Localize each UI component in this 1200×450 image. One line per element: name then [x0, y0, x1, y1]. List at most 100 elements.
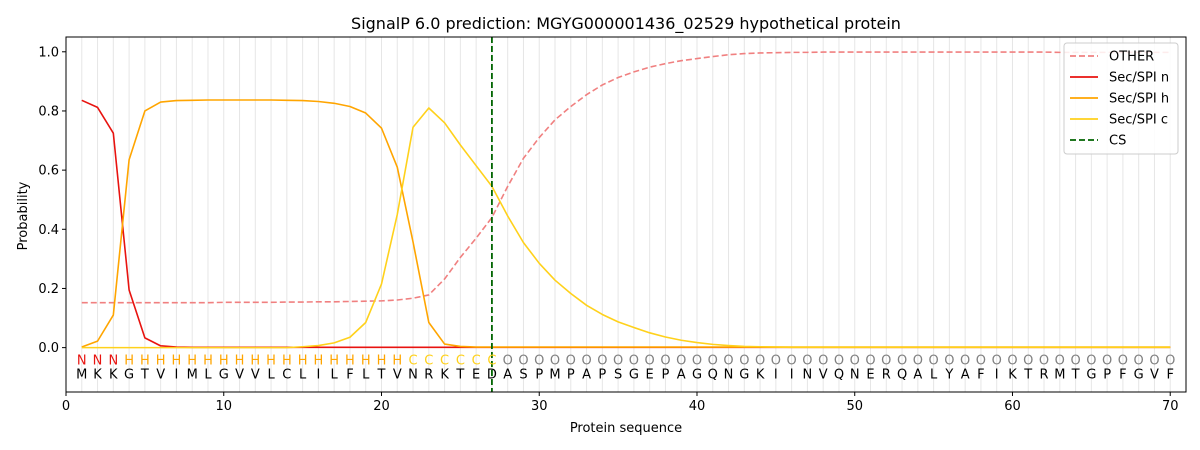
residue-letter: A — [677, 368, 686, 383]
region-label: C — [487, 353, 496, 368]
residue-letter: N — [803, 368, 813, 383]
region-label: O — [1023, 353, 1033, 368]
residue-letter: T — [140, 368, 149, 383]
region-label: O — [692, 353, 702, 368]
region-label: N — [93, 353, 103, 368]
x-tick-label: 40 — [689, 399, 706, 414]
residue-letter: L — [930, 368, 938, 383]
legend-label: Sec/SPI c — [1109, 113, 1168, 128]
region-label: C — [409, 353, 418, 368]
residue-letter: K — [109, 368, 118, 383]
region-label: O — [913, 353, 923, 368]
region-label: O — [992, 353, 1002, 368]
region-label: O — [850, 353, 860, 368]
residue-letter: G — [124, 368, 134, 383]
residue-letter: I — [790, 368, 794, 383]
region-label: O — [708, 353, 718, 368]
region-label: H — [377, 353, 387, 368]
region-label: O — [1055, 353, 1065, 368]
residue-letter: G — [1134, 368, 1144, 383]
residue-letter: E — [866, 368, 874, 383]
residue-letter: M — [1054, 368, 1065, 383]
region-label: H — [329, 353, 339, 368]
region-label: O — [503, 353, 513, 368]
region-label: O — [1134, 353, 1144, 368]
residue-letter: I — [995, 368, 999, 383]
x-tick-label: 10 — [215, 399, 232, 414]
residue-letter: K — [440, 368, 449, 383]
axes-frame — [65, 36, 1187, 393]
residue-letter: R — [1040, 368, 1049, 383]
region-label: H — [392, 353, 402, 368]
residue-letter: Q — [708, 368, 718, 383]
region-label: O — [897, 353, 907, 368]
residue-letter: N — [850, 368, 860, 383]
residue-letter: I — [774, 368, 778, 383]
residue-letter: P — [567, 368, 575, 383]
y-tick-label: 0.6 — [38, 164, 59, 179]
legend-label: OTHER — [1109, 50, 1154, 65]
region-label: O — [1118, 353, 1128, 368]
residue-letter: T — [377, 368, 386, 383]
region-label: O — [1007, 353, 1017, 368]
residue-letter: V — [1150, 368, 1159, 383]
residue-letter: P — [598, 368, 606, 383]
residue-letter: E — [472, 368, 480, 383]
residue-letter: G — [1086, 368, 1096, 383]
region-label: O — [534, 353, 544, 368]
region-label: O — [676, 353, 686, 368]
region-label: C — [472, 353, 481, 368]
residue-letter: L — [331, 368, 339, 383]
legend-label: CS — [1109, 134, 1126, 149]
region-label: O — [1102, 353, 1112, 368]
residue-letter: M — [187, 368, 198, 383]
residue-letter: V — [235, 368, 244, 383]
y-tick-label: 0.4 — [38, 223, 59, 238]
region-label: O — [629, 353, 639, 368]
series-line-0 — [81, 51, 1171, 304]
residue-letter: F — [1166, 368, 1173, 383]
y-axis-label: Probability — [16, 181, 31, 250]
y-tick-label: 1.0 — [38, 45, 59, 60]
residue-letter: K — [1008, 368, 1017, 383]
x-tick-label: 0 — [62, 399, 70, 414]
residue-letter: R — [424, 368, 433, 383]
residue-letter: Q — [834, 368, 844, 383]
residue-letter: K — [756, 368, 765, 383]
region-label: O — [802, 353, 812, 368]
x-tick-label: 70 — [1162, 399, 1179, 414]
region-label: O — [787, 353, 797, 368]
x-tick-label: 50 — [846, 399, 863, 414]
region-label: O — [550, 353, 560, 368]
residue-letter: G — [692, 368, 702, 383]
region-label: O — [1039, 353, 1049, 368]
region-label: O — [518, 353, 528, 368]
x-tick-label: 30 — [531, 399, 548, 414]
region-label: O — [613, 353, 623, 368]
region-label: O — [771, 353, 781, 368]
residue-letter: F — [977, 368, 984, 383]
region-label: N — [108, 353, 118, 368]
residue-letter: S — [614, 368, 622, 383]
residue-letter: V — [251, 368, 260, 383]
region-label: O — [660, 353, 670, 368]
residue-letter: V — [819, 368, 828, 383]
residue-letter: T — [1071, 368, 1080, 383]
residue-letter: V — [156, 368, 165, 383]
residue-letter: T — [455, 368, 464, 383]
region-label: O — [723, 353, 733, 368]
region-label: H — [345, 353, 355, 368]
region-label: H — [156, 353, 166, 368]
residue-letter: D — [487, 368, 497, 383]
region-label: O — [1149, 353, 1159, 368]
series-line-3 — [81, 107, 1171, 349]
residue-letter: N — [408, 368, 418, 383]
residue-letter: L — [267, 368, 275, 383]
region-label: H — [172, 353, 182, 368]
residue-letter: G — [629, 368, 639, 383]
series-line-2 — [81, 99, 1171, 348]
residue-letter: G — [739, 368, 749, 383]
legend-box — [1063, 42, 1179, 155]
region-label: H — [250, 353, 260, 368]
region-label: H — [314, 353, 324, 368]
